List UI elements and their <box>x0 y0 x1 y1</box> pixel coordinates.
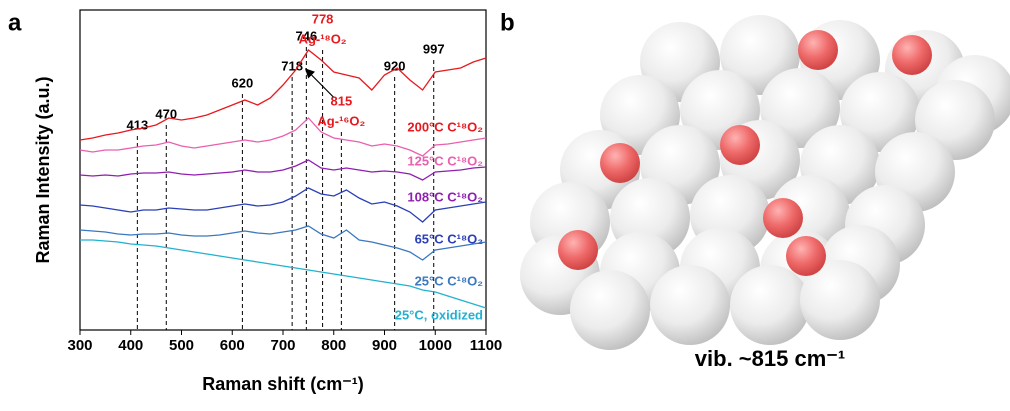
atom <box>730 265 810 345</box>
oxygen-atom <box>763 198 803 238</box>
x-tick-label: 900 <box>372 337 397 354</box>
series-line <box>79 187 487 223</box>
oxygen-atom <box>720 125 760 165</box>
x-tick-label: 300 <box>67 337 92 354</box>
peak-label: 470 <box>155 106 177 121</box>
peak-label: 920 <box>384 58 406 73</box>
x-axis-label: Raman shift (cm⁻¹) <box>202 374 364 394</box>
panel-label: b <box>500 9 515 36</box>
series-line <box>79 117 487 157</box>
series-line <box>80 239 487 309</box>
atom <box>570 270 650 350</box>
peak-label: 718 <box>281 58 303 73</box>
model-illustration <box>520 15 1010 350</box>
oxygen-atom <box>558 230 598 270</box>
oxygen-atom <box>786 236 826 276</box>
caption: vib. ~815 cm⁻¹ <box>695 346 845 371</box>
x-tick-label: 1100 <box>470 337 503 354</box>
series-line <box>79 49 487 141</box>
series-line <box>79 225 487 261</box>
oxygen-atom <box>892 35 932 75</box>
peak-note: Ag-¹⁶O₂ <box>317 113 365 128</box>
series-label: 125°C C¹⁸O₂ <box>407 153 483 168</box>
x-tick-label: 800 <box>321 337 346 354</box>
x-tick-label: 1000 <box>419 337 452 354</box>
series-line <box>79 159 487 181</box>
series-label: 25°C C¹⁸O₂ <box>415 273 484 288</box>
atom <box>800 260 880 340</box>
peak-label: 746 <box>295 28 317 43</box>
x-tick-label: 500 <box>169 337 194 354</box>
x-tick-label: 700 <box>270 337 295 354</box>
x-tick-label: 600 <box>220 337 245 354</box>
peak-label: 815 <box>331 93 353 108</box>
series-label: 108°C C¹⁸O₂ <box>407 189 483 204</box>
series-label: 65°C C¹⁸O₂ <box>415 231 484 246</box>
peak-label: 778 <box>312 11 334 26</box>
x-tick-label: 400 <box>118 337 143 354</box>
peak-label: 620 <box>232 75 254 90</box>
oxygen-atom <box>600 143 640 183</box>
y-axis-label: Raman Intensity (a.u.) <box>33 76 53 263</box>
series-label: 200°C C¹⁸O₂ <box>407 119 483 134</box>
peak-label: 997 <box>423 41 445 56</box>
arrow <box>304 68 334 98</box>
oxygen-atom <box>798 30 838 70</box>
series-label: 25°C, oxidized <box>395 307 483 322</box>
atom <box>650 265 730 345</box>
peak-note: Ag-¹⁸O₂ <box>299 31 347 46</box>
panel-label: a <box>8 9 22 36</box>
